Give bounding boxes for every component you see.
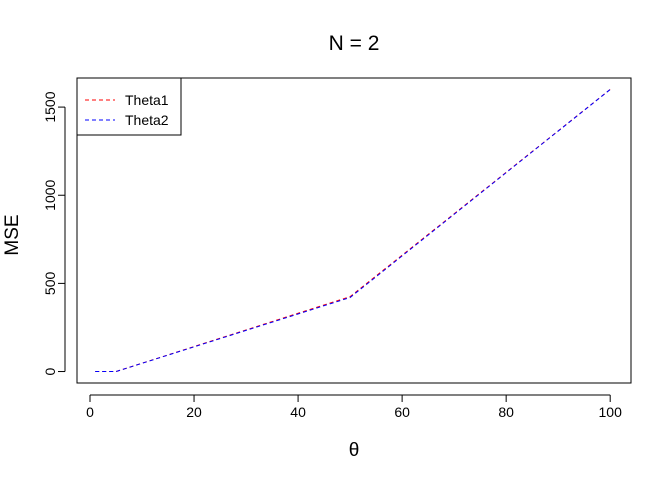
x-axis-label: θ (349, 440, 360, 461)
legend: Theta1 Theta2 (76, 77, 182, 136)
y-tick-label: 500 (42, 271, 58, 295)
y-tick-label: 1000 (42, 179, 58, 210)
chart-title: N = 2 (329, 32, 380, 55)
legend-box (76, 77, 182, 136)
series-line-theta2 (95, 89, 611, 373)
x-tick-label: 20 (186, 404, 202, 420)
x-tick-label: 40 (290, 404, 306, 420)
y-tick-label: 1500 (42, 91, 58, 122)
x-tick-label: 100 (599, 404, 623, 420)
y-axis-label: MSE (2, 214, 23, 255)
series-layer (95, 89, 611, 373)
legend-label-theta1: Theta1 (125, 92, 169, 108)
y-tick-label: 0 (42, 367, 58, 375)
x-axis: 0 20 40 60 80 100 (86, 394, 623, 420)
y-axis: 0 500 1000 1500 (42, 91, 66, 375)
plot-frame (76, 77, 632, 384)
x-tick-label: 0 (86, 404, 94, 420)
x-tick-label: 80 (498, 404, 514, 420)
legend-label-theta2: Theta2 (125, 112, 169, 128)
x-tick-label: 60 (394, 404, 410, 420)
